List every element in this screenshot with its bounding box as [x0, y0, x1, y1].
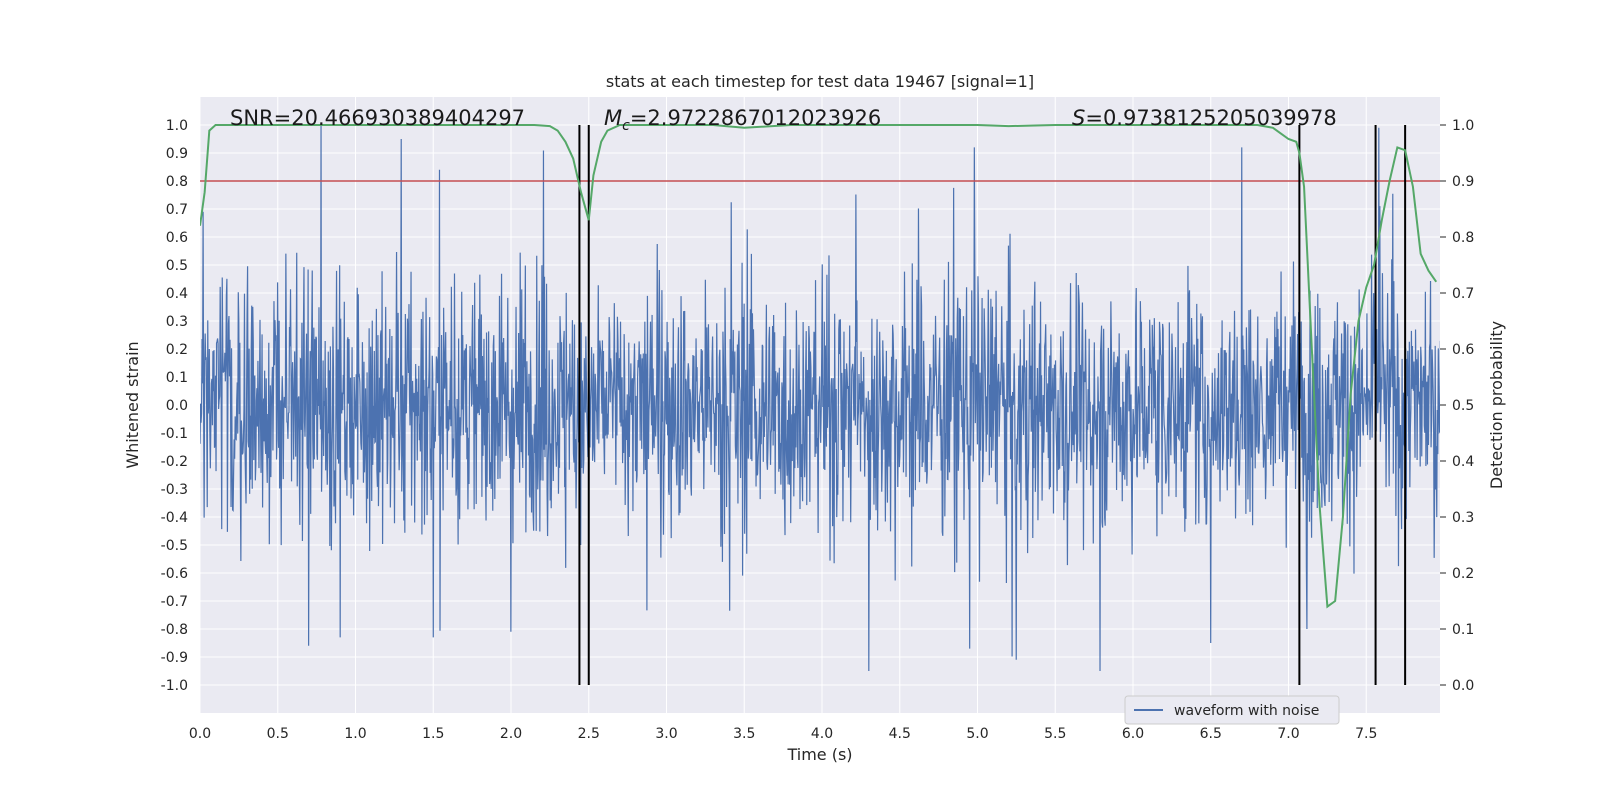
- x-tick-label: 0.0: [189, 726, 211, 742]
- left-axis-label: Whitened strain: [123, 341, 142, 468]
- x-axis-ticks: 0.0 0.5 1.0 1.5 2.0 2.5 3.0 3.5 4.0 4.5 5.0 5.5 6.0 6…: [189, 726, 1378, 742]
- left-tick-label: -0.9: [161, 650, 188, 666]
- left-tick-label: -1.0: [161, 678, 188, 694]
- x-tick-label: 3.0: [655, 726, 677, 742]
- left-tick-label: -0.8: [161, 622, 188, 638]
- right-axis-ticks: 1.0 0.9 0.8 0.7 0.6 0.5 0.4 0.3 0.2 0.1 0.0: [1440, 118, 1474, 694]
- mc-symbol: M: [604, 106, 622, 130]
- x-tick-label: 2.5: [578, 726, 600, 742]
- chart-title: stats at each timestep for test data 194…: [606, 72, 1034, 91]
- x-tick-label: 4.5: [889, 726, 911, 742]
- left-tick-label: -0.3: [161, 482, 188, 498]
- spin-annotation: S=0.9738125205039978: [1072, 106, 1337, 130]
- x-tick-label: 3.5: [733, 726, 755, 742]
- x-tick-label: 1.0: [344, 726, 366, 742]
- legend-label: waveform with noise: [1174, 703, 1319, 719]
- left-tick-label: 0.6: [166, 230, 188, 246]
- left-tick-label: 1.0: [166, 118, 188, 134]
- s-value: =0.9738125205039978: [1085, 106, 1336, 130]
- left-axis-ticks: 1.0 0.9 0.8 0.7 0.6 0.5 0.4 0.3 0.2 0.1 0.0 -0.1 -0.…: [161, 118, 188, 694]
- left-tick-label: 0.9: [166, 146, 188, 162]
- right-tick-label: 0.6: [1452, 342, 1474, 358]
- plot-area: [200, 124, 1440, 685]
- legend: waveform with noise: [1124, 695, 1340, 725]
- left-tick-label: 0.3: [166, 314, 188, 330]
- left-tick-label: 0.7: [166, 202, 188, 218]
- x-tick-label: 1.5: [422, 726, 444, 742]
- left-tick-label: 0.5: [166, 258, 188, 274]
- waveform-line: [200, 124, 1440, 672]
- chirp-mass-annotation: Mc=2.9722867012023926: [604, 106, 881, 134]
- left-tick-label: -0.7: [161, 594, 188, 610]
- left-tick-label: -0.5: [161, 538, 188, 554]
- right-tick-label: 1.0: [1452, 118, 1474, 134]
- x-tick-label: 7.0: [1277, 726, 1299, 742]
- snr-annotation: SNR=20.466930389404297: [230, 106, 525, 130]
- right-tick-label: 0.1: [1452, 622, 1474, 638]
- s-symbol: S: [1072, 106, 1085, 130]
- x-tick-label: 0.5: [267, 726, 289, 742]
- x-tick-label: 7.5: [1355, 726, 1377, 742]
- left-tick-label: 0.4: [166, 286, 188, 302]
- legend-box: [1124, 695, 1340, 725]
- x-tick-label: 6.5: [1200, 726, 1222, 742]
- left-tick-label: -0.1: [161, 426, 188, 442]
- left-tick-label: 0.8: [166, 174, 188, 190]
- left-tick-label: -0.6: [161, 566, 188, 582]
- x-tick-label: 6.0: [1122, 726, 1144, 742]
- right-tick-label: 0.2: [1452, 566, 1474, 582]
- left-tick-label: 0.1: [166, 370, 188, 386]
- right-tick-label: 0.3: [1452, 510, 1474, 526]
- x-tick-label: 2.0: [500, 726, 522, 742]
- x-tick-label: 4.0: [811, 726, 833, 742]
- mc-subscript: c: [622, 118, 630, 134]
- left-tick-label: -0.2: [161, 454, 188, 470]
- left-tick-label: 0.2: [166, 342, 188, 358]
- right-tick-label: 0.9: [1452, 174, 1474, 190]
- left-tick-label: -0.4: [161, 510, 188, 526]
- mc-value: =2.9722867012023926: [630, 106, 881, 130]
- right-tick-label: 0.4: [1452, 454, 1474, 470]
- left-tick-label: 0.0: [166, 398, 188, 414]
- right-tick-label: 0.7: [1452, 286, 1474, 302]
- x-axis-label: Time (s): [786, 745, 852, 764]
- right-tick-label: 0.0: [1452, 678, 1474, 694]
- right-tick-label: 0.8: [1452, 230, 1474, 246]
- x-tick-label: 5.0: [966, 726, 988, 742]
- right-axis-label: Detection probability: [1487, 321, 1506, 489]
- detection-probability-line: [200, 124, 1438, 609]
- right-tick-label: 0.5: [1452, 398, 1474, 414]
- x-tick-label: 5.5: [1044, 726, 1066, 742]
